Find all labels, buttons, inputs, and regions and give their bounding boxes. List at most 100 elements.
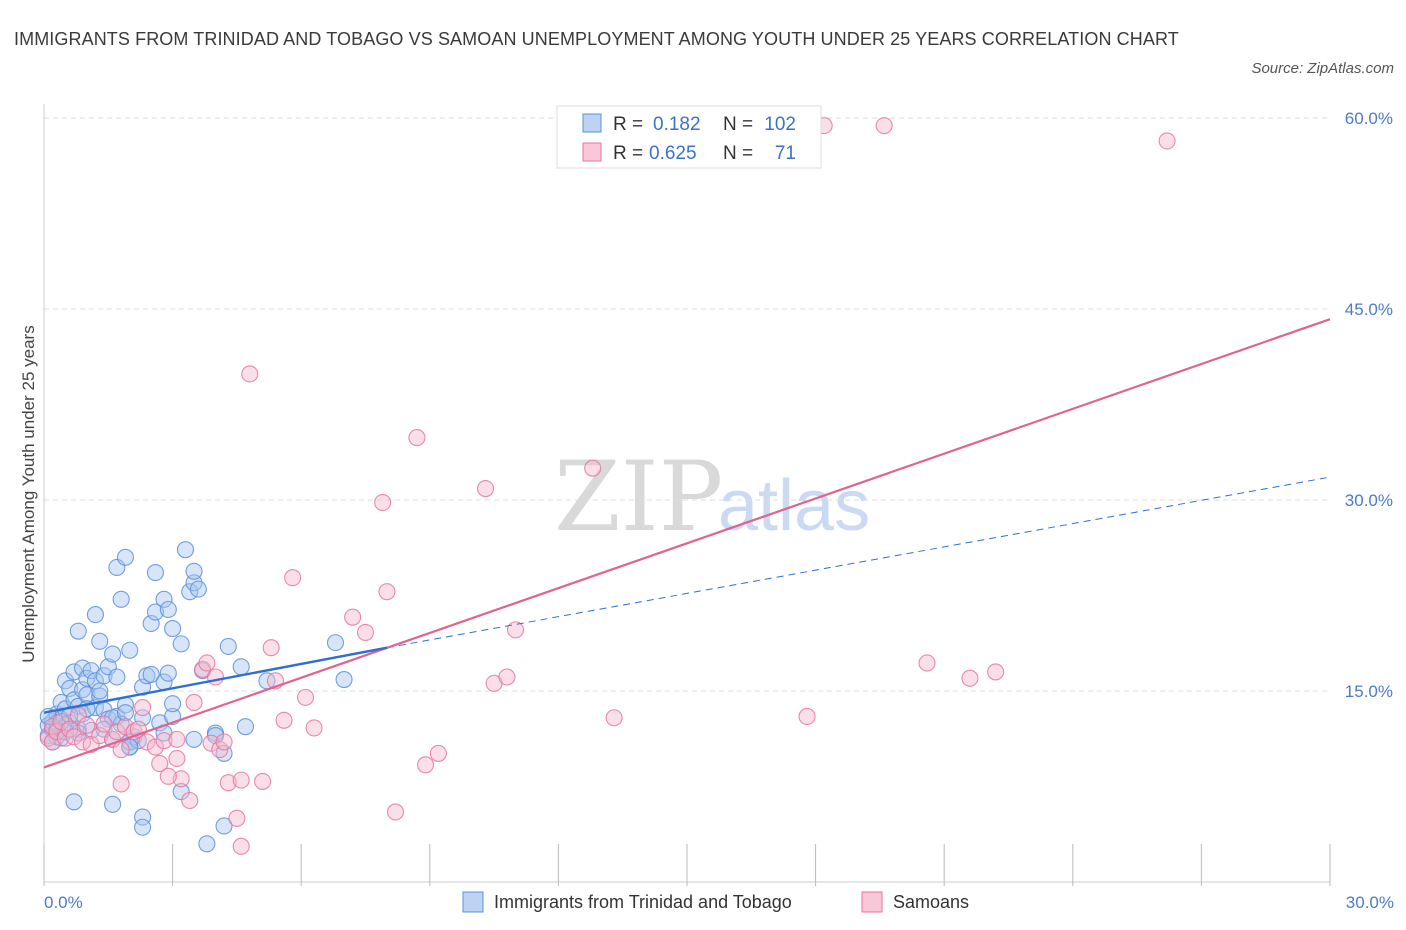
samoan-point-62 bbox=[875, 117, 893, 135]
samoan-point-54 bbox=[476, 479, 495, 498]
samoan-point-21 bbox=[138, 733, 156, 751]
samoan-point-34 bbox=[215, 733, 233, 751]
trinidad-point-59 bbox=[164, 620, 182, 638]
samoan-point-65 bbox=[987, 663, 1005, 681]
legend-n-label-1: N = bbox=[723, 114, 753, 135]
trinidad-point-29 bbox=[91, 687, 109, 705]
legend-n-label-2: N = bbox=[723, 143, 753, 164]
x-tick-label-max: 30.0% bbox=[1346, 893, 1394, 912]
legend-r-value-1: 0.182 bbox=[653, 114, 701, 135]
legend-r-label-1: R = bbox=[613, 114, 643, 135]
trinidad-point-65 bbox=[189, 580, 207, 598]
samoan-point-51 bbox=[408, 429, 426, 447]
series-legend: Immigrants from Trinidad and Tobago Samo… bbox=[462, 891, 969, 913]
trend-lines bbox=[43, 318, 1331, 769]
samoan-point-3 bbox=[48, 723, 66, 741]
trinidad-point-72 bbox=[236, 718, 255, 736]
samoan-point-69 bbox=[168, 749, 186, 768]
trinidad-point-26 bbox=[86, 606, 104, 624]
samoan-point-52 bbox=[416, 756, 435, 774]
series-legend-label-blue: Immigrants from Trinidad and Tobago bbox=[494, 892, 792, 912]
trinidad-point-99 bbox=[142, 665, 160, 683]
trinidad-point-30 bbox=[91, 632, 109, 650]
series-legend-swatch-blue bbox=[462, 891, 484, 913]
trinidad-point-84 bbox=[172, 783, 190, 801]
samoan-point-47 bbox=[356, 623, 375, 641]
samoan-point-26 bbox=[172, 770, 190, 788]
trinidad-trend-dashed bbox=[386, 476, 1331, 649]
y-tick-label-45: 45.0% bbox=[1345, 300, 1393, 319]
trinidad-point-75 bbox=[335, 670, 353, 689]
y-tick-label-60: 60.0% bbox=[1345, 109, 1393, 128]
samoan-point-66 bbox=[1158, 132, 1176, 150]
samoan-point-17 bbox=[116, 718, 134, 736]
samoan-point-32 bbox=[206, 668, 225, 686]
samoan-point-63 bbox=[918, 654, 936, 672]
trinidad-point-33 bbox=[95, 667, 113, 685]
samoan-point-50 bbox=[386, 803, 405, 821]
samoan-point-49 bbox=[378, 583, 396, 601]
samoan-point-56 bbox=[498, 668, 516, 686]
correlation-legend: R = 0.182 N = 102 R = 0.625 N = 71 bbox=[556, 105, 822, 169]
chart-title: IMMIGRANTS FROM TRINIDAD AND TOBAGO VS S… bbox=[14, 29, 1179, 49]
samoan-point-44 bbox=[296, 688, 315, 706]
trinidad-point-57 bbox=[159, 600, 177, 619]
series-legend-swatch-pink bbox=[861, 891, 883, 913]
legend-swatch-pink bbox=[582, 142, 602, 162]
trinidad-point-67 bbox=[185, 562, 203, 580]
samoan-point-70 bbox=[232, 771, 250, 789]
samoan-point-31 bbox=[202, 734, 220, 752]
y-tick-label-30: 30.0% bbox=[1345, 491, 1393, 510]
samoan-point-45 bbox=[305, 719, 323, 737]
samoan-point-60 bbox=[798, 707, 816, 726]
samoan-point-2 bbox=[44, 733, 62, 751]
legend-r-label-2: R = bbox=[613, 143, 643, 164]
trinidad-point-81 bbox=[215, 817, 233, 835]
trinidad-point-53 bbox=[146, 564, 165, 582]
samoan-point-38 bbox=[241, 365, 259, 383]
samoan-point-57 bbox=[506, 621, 525, 639]
samoan-point-22 bbox=[146, 738, 165, 756]
gridlines bbox=[44, 117, 1330, 692]
samoan-point-10 bbox=[78, 716, 96, 734]
legend-swatch-blue bbox=[582, 113, 602, 133]
samoan-point-53 bbox=[429, 744, 447, 762]
trinidad-point-83 bbox=[185, 730, 203, 748]
trinidad-point-71 bbox=[232, 658, 250, 676]
samoan-point-35 bbox=[219, 774, 237, 792]
samoan-point-30 bbox=[198, 654, 216, 672]
trinidad-point-52 bbox=[146, 603, 165, 621]
trinidad-point-38 bbox=[108, 668, 126, 686]
samoan-point-23 bbox=[151, 755, 169, 773]
samoan-point-37 bbox=[232, 837, 250, 855]
samoan-point-16 bbox=[112, 741, 130, 759]
samoan-point-20 bbox=[134, 699, 152, 717]
legend-n-value-2: 71 bbox=[775, 143, 796, 164]
trinidad-point-98 bbox=[116, 704, 134, 722]
samoan-point-27 bbox=[181, 791, 199, 810]
trinidad-point-45 bbox=[121, 641, 139, 659]
trinidad-point-58 bbox=[159, 664, 177, 682]
samoan-point-7 bbox=[65, 728, 83, 746]
source-label: Source: ZipAtlas.com bbox=[1251, 60, 1394, 77]
trinidad-point-79 bbox=[134, 818, 152, 836]
trinidad-point-31 bbox=[91, 682, 109, 700]
samoan-point-59 bbox=[605, 709, 623, 727]
trinidad-point-25 bbox=[82, 662, 100, 680]
x-axis-ticks bbox=[43, 844, 1331, 886]
samoan-point-42 bbox=[275, 711, 293, 729]
trinidad-point-74 bbox=[326, 634, 345, 652]
trinidad-point-61 bbox=[172, 635, 190, 653]
samoan-point-39 bbox=[254, 772, 272, 790]
samoan-point-28 bbox=[185, 693, 203, 712]
trinidad-point-97 bbox=[164, 695, 182, 713]
samoan-point-43 bbox=[284, 569, 302, 587]
samoan-trend-line bbox=[43, 318, 1331, 769]
trinidad-point-76 bbox=[65, 793, 83, 811]
trinidad-point-80 bbox=[198, 835, 216, 853]
y-tick-label-15: 15.0% bbox=[1345, 682, 1393, 701]
trinidad-point-78 bbox=[134, 808, 152, 826]
trinidad-point-18 bbox=[69, 622, 87, 640]
samoan-point-64 bbox=[961, 669, 979, 687]
